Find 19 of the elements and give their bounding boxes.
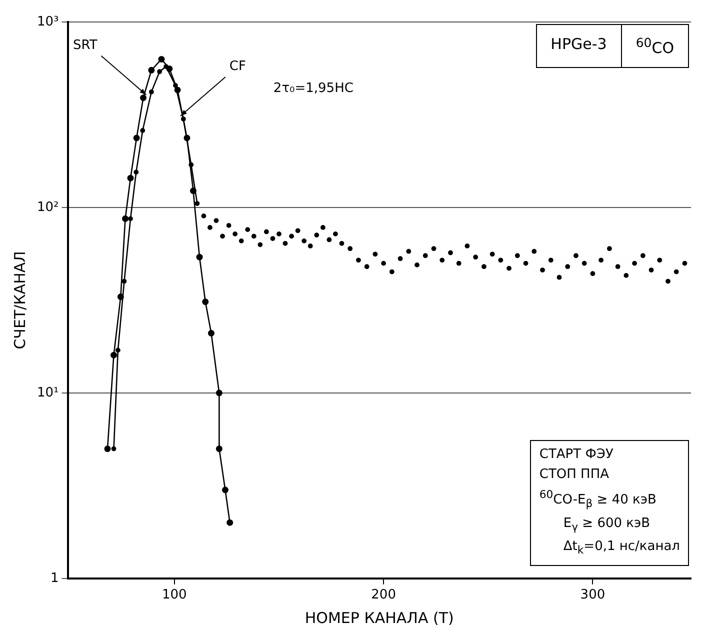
y-tick-label: 10¹ [36, 385, 59, 400]
x-axis-title: НОМЕР КАНАЛА (Т) [304, 608, 454, 627]
annotation: 2τ₀=1,95НС [273, 80, 354, 98]
y-axis-title: СЧЕТ/КАНАЛ [10, 251, 29, 350]
annotation: HPGe-3 [536, 24, 622, 68]
text: SRT [72, 38, 98, 54]
annotation: СТОП ППА [539, 466, 610, 484]
annotation: $^{60}$CO-E$_{β}$ ≥ 40 кэВ [539, 486, 658, 512]
annotation: $^{60}$CO [622, 24, 689, 68]
text: CF [229, 58, 246, 75]
x-tick-label: 100 [162, 588, 187, 603]
y-tick-label: 10² [36, 200, 59, 215]
x-tick-label: 300 [580, 588, 606, 603]
annotation: E$_{γ}$ ≥ 600 кэВ [562, 514, 652, 536]
y-tick-label: 10³ [36, 14, 59, 30]
x-tick-label: 200 [371, 588, 396, 603]
annotation: СТАРТ ФЭУ [539, 446, 614, 464]
annotation: Δt$_{k}$=0,1 нс/канал [562, 538, 680, 559]
y-tick-label: 1 [50, 570, 59, 586]
